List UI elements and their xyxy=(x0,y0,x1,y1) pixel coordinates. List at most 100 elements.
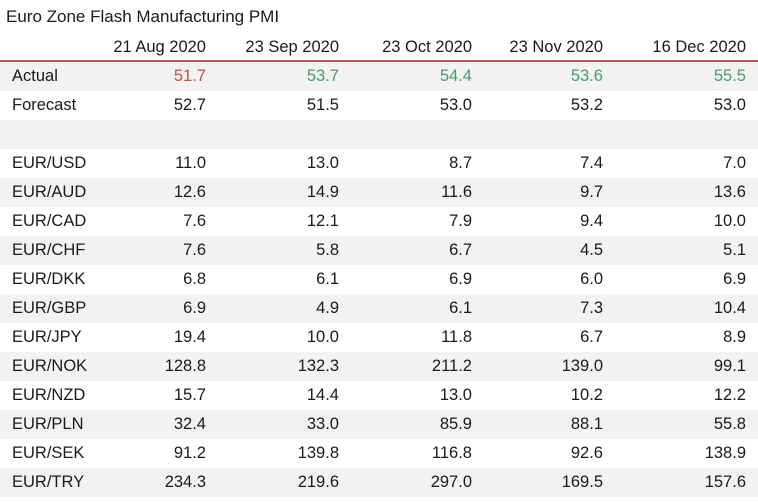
volatility-value: 139.0 xyxy=(561,357,603,375)
spacer-cell xyxy=(484,120,615,149)
volatility-value: 8.7 xyxy=(449,154,472,172)
row-label: EUR/TRY xyxy=(12,473,85,491)
table-row: EUR/SEK 91.2 139.8 116.8 92.6 138.9 xyxy=(0,439,758,468)
volatility-value: 33.0 xyxy=(306,415,339,433)
table-row: EUR/TRY 234.3 219.6 297.0 169.5 157.6 xyxy=(0,468,758,497)
volatility-value: 7.4 xyxy=(580,154,603,172)
spacer-row xyxy=(0,120,758,149)
row-label: EUR/CAD xyxy=(12,212,87,230)
row-label: EUR/NZD xyxy=(12,386,86,404)
spacer-cell xyxy=(0,120,100,149)
volatility-value: 139.8 xyxy=(297,444,339,462)
forecast-value: 51.5 xyxy=(306,96,339,114)
volatility-value: 10.2 xyxy=(570,386,603,404)
actual-value: 55.5 xyxy=(713,67,746,85)
spacer-cell xyxy=(218,120,351,149)
spacer-cell xyxy=(100,120,218,149)
volatility-value: 6.7 xyxy=(449,241,472,259)
table-title: Euro Zone Flash Manufacturing PMI xyxy=(6,7,280,26)
volatility-value: 32.4 xyxy=(173,415,206,433)
volatility-value: 297.0 xyxy=(430,473,472,491)
volatility-value: 6.0 xyxy=(580,270,603,288)
actual-value: 53.6 xyxy=(570,67,603,85)
volatility-value: 138.9 xyxy=(704,444,746,462)
header-row: 21 Aug 2020 23 Sep 2020 23 Oct 2020 23 N… xyxy=(0,34,758,61)
volatility-value: 19.4 xyxy=(173,328,206,346)
volatility-value: 10.4 xyxy=(713,299,746,317)
volatility-value: 4.5 xyxy=(580,241,603,259)
volatility-value: 14.9 xyxy=(306,183,339,201)
volatility-value: 6.7 xyxy=(580,328,603,346)
volatility-value: 7.3 xyxy=(580,299,603,317)
volatility-value: 234.3 xyxy=(164,473,206,491)
volatility-value: 12.6 xyxy=(173,183,206,201)
row-label: EUR/AUD xyxy=(12,183,87,201)
row-label: EUR/USD xyxy=(12,154,87,172)
volatility-value: 85.9 xyxy=(439,415,472,433)
row-label: EUR/NOK xyxy=(12,357,88,375)
volatility-value: 7.9 xyxy=(449,212,472,230)
row-label: EUR/CHF xyxy=(12,241,86,259)
row-label: EUR/DKK xyxy=(12,270,86,288)
forecast-value: 53.2 xyxy=(570,96,603,114)
volatility-value: 6.1 xyxy=(316,270,339,288)
column-header: 23 Oct 2020 xyxy=(382,37,472,56)
column-header xyxy=(0,34,100,61)
row-label: EUR/JPY xyxy=(12,328,82,346)
volatility-value: 10.0 xyxy=(306,328,339,346)
volatility-value: 88.1 xyxy=(570,415,603,433)
row-label: EUR/SEK xyxy=(12,444,85,462)
volatility-value: 13.6 xyxy=(713,183,746,201)
volatility-value: 7.6 xyxy=(183,241,206,259)
actual-value: 51.7 xyxy=(173,67,206,85)
column-header: 23 Sep 2020 xyxy=(245,37,339,56)
row-label: Forecast xyxy=(12,96,77,114)
volatility-value: 6.8 xyxy=(183,270,206,288)
row-label: Actual xyxy=(12,67,58,85)
row-label: EUR/GBP xyxy=(12,299,87,317)
volatility-value: 6.9 xyxy=(449,270,472,288)
volatility-value: 211.2 xyxy=(431,357,472,375)
column-header: 21 Aug 2020 xyxy=(113,37,206,56)
volatility-value: 7.0 xyxy=(723,154,746,172)
volatility-value: 9.7 xyxy=(580,183,603,201)
table-row: EUR/PLN 32.4 33.0 85.9 88.1 55.8 xyxy=(0,410,758,439)
row-label: EUR/PLN xyxy=(12,415,84,433)
volatility-value: 5.8 xyxy=(316,241,339,259)
spacer-cell xyxy=(615,120,758,149)
column-header: 16 Dec 2020 xyxy=(652,37,746,56)
actual-value: 53.7 xyxy=(306,67,339,85)
volatility-value: 13.0 xyxy=(306,154,339,172)
table-row: EUR/CHF 7.6 5.8 6.7 4.5 5.1 xyxy=(0,236,758,265)
table-row: EUR/NOK 128.8 132.3 211.2 139.0 99.1 xyxy=(0,352,758,381)
volatility-value: 219.6 xyxy=(297,473,339,491)
volatility-value: 15.7 xyxy=(173,386,206,404)
column-header: 23 Nov 2020 xyxy=(509,37,603,56)
volatility-value: 14.4 xyxy=(306,386,339,404)
volatility-value: 11.0 xyxy=(175,154,206,172)
volatility-value: 55.8 xyxy=(713,415,746,433)
volatility-value: 128.8 xyxy=(164,357,206,375)
forecast-value: 53.0 xyxy=(439,96,472,114)
volatility-value: 13.0 xyxy=(439,386,472,404)
table-row: EUR/NZD 15.7 14.4 13.0 10.2 12.2 xyxy=(0,381,758,410)
actual-row: Actual 51.7 53.7 54.4 53.6 55.5 xyxy=(0,61,758,91)
volatility-value: 12.1 xyxy=(306,212,339,230)
volatility-value: 7.6 xyxy=(183,212,206,230)
volatility-value: 99.1 xyxy=(713,357,746,375)
volatility-value: 10.0 xyxy=(713,212,746,230)
pmi-table: 21 Aug 2020 23 Sep 2020 23 Oct 2020 23 N… xyxy=(0,34,758,497)
volatility-value: 92.6 xyxy=(570,444,603,462)
table-row: EUR/JPY 19.4 10.0 11.8 6.7 8.9 xyxy=(0,323,758,352)
volatility-value: 169.5 xyxy=(561,473,603,491)
volatility-value: 6.1 xyxy=(449,299,472,317)
spacer-cell xyxy=(351,120,484,149)
volatility-value: 6.9 xyxy=(723,270,746,288)
table-row: EUR/CAD 7.6 12.1 7.9 9.4 10.0 xyxy=(0,207,758,236)
table-row: EUR/GBP 6.9 4.9 6.1 7.3 10.4 xyxy=(0,294,758,323)
volatility-value: 91.2 xyxy=(173,444,206,462)
volatility-value: 132.3 xyxy=(297,357,339,375)
volatility-value: 5.1 xyxy=(723,241,746,259)
volatility-value: 116.8 xyxy=(431,444,472,462)
volatility-value: 11.6 xyxy=(441,183,472,201)
